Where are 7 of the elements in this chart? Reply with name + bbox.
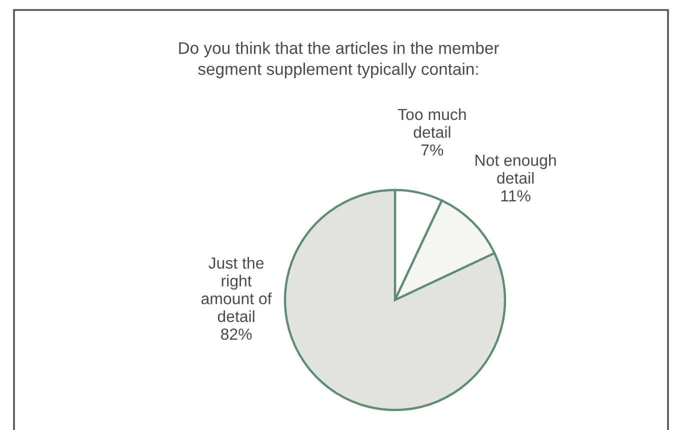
- slice-label: Too much detail: [398, 108, 466, 138]
- data-label: 11%: [501, 190, 530, 202]
- slice-label: Just the right amount of detail: [201, 256, 272, 322]
- data-label: 82%: [220, 328, 252, 340]
- chart-title: Do you think that the articles in the member segment supplement typically contain:: [179, 42, 499, 78]
- slice-label: Not enough detail: [476, 154, 556, 184]
- data-label: 7%: [421, 144, 444, 156]
